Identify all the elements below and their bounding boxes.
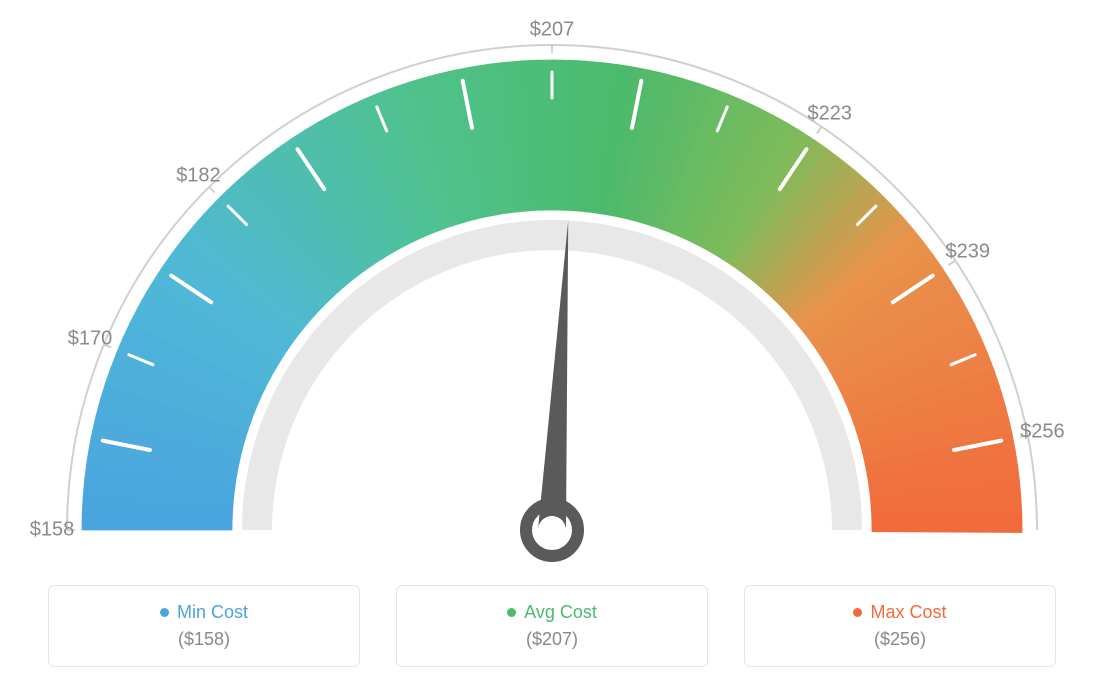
legend-min-value: ($158) (178, 629, 230, 650)
gauge-tick-label: $256 (1020, 421, 1065, 444)
gauge-tick-label: $170 (68, 327, 113, 350)
legend-card-avg: Avg Cost ($207) (396, 585, 708, 667)
legend-max-label: Max Cost (870, 602, 946, 623)
gauge-tick-label: $182 (176, 165, 221, 188)
legend-card-max: Max Cost ($256) (744, 585, 1056, 667)
legend-avg-label: Avg Cost (524, 602, 597, 623)
gauge-tick-label: $223 (808, 103, 853, 126)
legend-max-value: ($256) (874, 629, 926, 650)
legend-dot-min (160, 608, 169, 617)
legend-dot-avg (507, 608, 516, 617)
legend-min-label: Min Cost (177, 602, 248, 623)
legend-avg-value: ($207) (526, 629, 578, 650)
cost-gauge-widget: $158 $170 $182 $207 $223 $239 $256 Min Cost ($… (0, 0, 1104, 690)
legend-card-min: Min Cost ($158) (48, 585, 360, 667)
gauge-svg (0, 0, 1104, 565)
gauge-tick-label: $207 (530, 19, 575, 42)
gauge-tick-label: $239 (945, 241, 990, 264)
legend-dot-max (853, 608, 862, 617)
legend-row: Min Cost ($158) Avg Cost ($207) Max Cost… (0, 585, 1104, 667)
gauge-chart: $158 $170 $182 $207 $223 $239 $256 (0, 0, 1104, 565)
gauge-tick-label: $158 (30, 519, 75, 542)
